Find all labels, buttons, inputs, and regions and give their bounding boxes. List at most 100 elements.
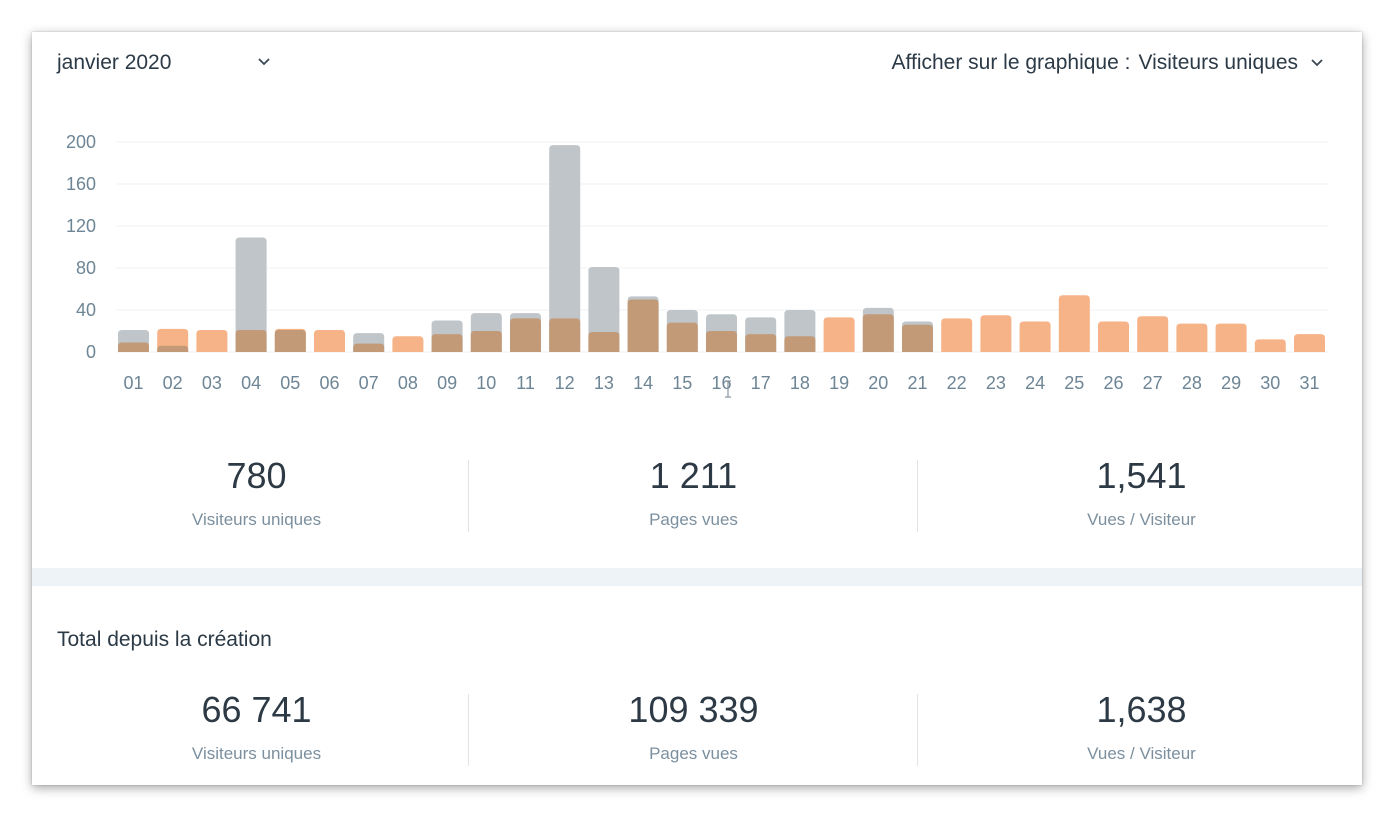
x-tick-label: 05 xyxy=(280,373,300,393)
x-tick-label: 01 xyxy=(123,373,143,393)
x-tick-label: 03 xyxy=(202,373,222,393)
stat-value: 1,541 xyxy=(1096,455,1187,496)
x-tick-label: 08 xyxy=(398,373,418,393)
text-cursor-icon xyxy=(725,380,731,398)
bar-overlap[interactable] xyxy=(706,331,737,352)
bar-overlap[interactable] xyxy=(118,342,149,352)
total-stats: 66 741 Visiteurs uniques 109 339 Pages v… xyxy=(32,690,1362,766)
stat-label: Vues / Visiteur xyxy=(1087,744,1196,763)
x-tick-label: 21 xyxy=(907,373,927,393)
stat-label: Pages vues xyxy=(649,744,738,763)
stat-page-views: 109 339 Pages vues xyxy=(469,690,918,766)
divider xyxy=(468,694,469,766)
bar-page-views[interactable] xyxy=(941,318,973,352)
bar-overlap[interactable] xyxy=(353,343,385,352)
x-tick-label: 12 xyxy=(555,373,575,393)
x-tick-label: 10 xyxy=(476,373,496,393)
stat-value: 780 xyxy=(226,455,287,496)
bar-page-views[interactable] xyxy=(1019,321,1051,352)
y-tick-label: 160 xyxy=(66,174,96,194)
bar-page-views[interactable] xyxy=(980,315,1012,352)
x-tick-label: 31 xyxy=(1299,373,1319,393)
divider xyxy=(917,460,918,532)
stat-value: 66 741 xyxy=(201,689,312,730)
bar-page-views[interactable] xyxy=(823,317,855,352)
chart-metric-selector[interactable]: Afficher sur le graphique : Visiteurs un… xyxy=(892,48,1324,78)
stat-value: 1,638 xyxy=(1096,689,1187,730)
bar-page-views[interactable] xyxy=(1137,316,1169,352)
x-tick-label: 17 xyxy=(751,373,771,393)
x-tick-label: 26 xyxy=(1103,373,1123,393)
bar-overlap[interactable] xyxy=(627,299,659,353)
stat-label: Visiteurs uniques xyxy=(191,744,322,763)
section-separator xyxy=(32,568,1362,586)
bar-overlap[interactable] xyxy=(666,322,698,352)
y-tick-label: 120 xyxy=(66,216,96,236)
x-tick-label: 28 xyxy=(1182,373,1202,393)
bar-overlap[interactable] xyxy=(431,334,463,352)
metric-value: Visiteurs uniques xyxy=(1138,51,1298,74)
bar-overlap[interactable] xyxy=(745,334,777,352)
x-tick-label: 07 xyxy=(359,373,379,393)
y-tick-label: 80 xyxy=(76,258,96,278)
bar-overlap[interactable] xyxy=(588,332,620,352)
bar-overlap[interactable] xyxy=(157,345,189,352)
x-tick-label: 22 xyxy=(947,373,967,393)
bar-page-views[interactable] xyxy=(1176,323,1208,352)
stats-card: janvier 2020 Afficher sur le graphique :… xyxy=(32,32,1362,785)
x-tick-label: 29 xyxy=(1221,373,1241,393)
stat-unique-visitors: 66 741 Visiteurs uniques xyxy=(32,690,481,766)
x-tick-label: 04 xyxy=(241,373,261,393)
x-tick-label: 11 xyxy=(516,373,535,393)
x-tick-label: 14 xyxy=(633,373,653,393)
y-tick-label: 200 xyxy=(66,132,96,152)
x-tick-label: 13 xyxy=(594,373,614,393)
bar-unique-visitors[interactable] xyxy=(235,237,267,352)
bar-overlap[interactable] xyxy=(902,324,933,352)
x-tick-label: 24 xyxy=(1025,373,1045,393)
bar-overlap[interactable] xyxy=(235,329,267,352)
bar-page-views[interactable] xyxy=(392,336,424,352)
month-stats: 780 Visiteurs uniques 1 211 Pages vues 1… xyxy=(32,456,1362,532)
divider xyxy=(468,460,469,532)
bar-overlap[interactable] xyxy=(862,314,894,352)
y-tick-label: 0 xyxy=(86,342,96,362)
stat-label: Pages vues xyxy=(649,510,738,529)
x-tick-label: 30 xyxy=(1260,373,1280,393)
stat-views-per-visitor: 1,638 Vues / Visiteur xyxy=(917,690,1362,766)
x-tick-label: 25 xyxy=(1064,373,1084,393)
bar-unique-visitors[interactable] xyxy=(588,266,620,352)
metric-prefix-label: Afficher sur le graphique : xyxy=(891,51,1131,74)
x-tick-label: 18 xyxy=(790,373,810,393)
bar-page-views[interactable] xyxy=(314,329,345,352)
divider xyxy=(917,694,918,766)
bar-overlap[interactable] xyxy=(274,329,306,352)
bar-overlap[interactable] xyxy=(784,336,816,352)
bar-page-views[interactable] xyxy=(1098,321,1129,352)
bar-page-views[interactable] xyxy=(1294,334,1325,352)
visitors-bar-chart: 0 40 80 120 160 200 01 02 03 04 05 06 07 08 09 10 11 12 1… xyxy=(66,132,1328,393)
x-tick-label: 20 xyxy=(868,373,888,393)
total-section-title: Total depuis la création xyxy=(57,628,272,651)
x-tick-label: 16 xyxy=(711,373,731,393)
bar-overlap[interactable] xyxy=(549,318,581,352)
x-tick-label: 19 xyxy=(829,373,849,393)
x-tick-label: 06 xyxy=(319,373,339,393)
x-tick-label: 15 xyxy=(672,373,692,393)
bar-page-views[interactable] xyxy=(1058,295,1090,352)
bar-unique-visitors[interactable] xyxy=(549,145,581,352)
x-tick-label: 09 xyxy=(437,373,457,393)
bar-overlap[interactable] xyxy=(470,331,502,352)
bar-page-views[interactable] xyxy=(1215,323,1247,352)
month-selector[interactable]: janvier 2020 xyxy=(57,48,270,78)
bar-page-views[interactable] xyxy=(196,329,228,352)
x-tick-label: 23 xyxy=(986,373,1006,393)
stat-views-per-visitor: 1,541 Vues / Visiteur xyxy=(917,456,1362,532)
stat-label: Visiteurs uniques xyxy=(191,510,322,529)
bar-overlap[interactable] xyxy=(510,318,541,352)
chevron-down-icon xyxy=(257,55,271,69)
stat-page-views: 1 211 Pages vues xyxy=(469,456,918,532)
bar-page-views[interactable] xyxy=(1254,339,1286,352)
y-tick-label: 40 xyxy=(76,300,96,320)
month-label: janvier 2020 xyxy=(57,51,172,74)
